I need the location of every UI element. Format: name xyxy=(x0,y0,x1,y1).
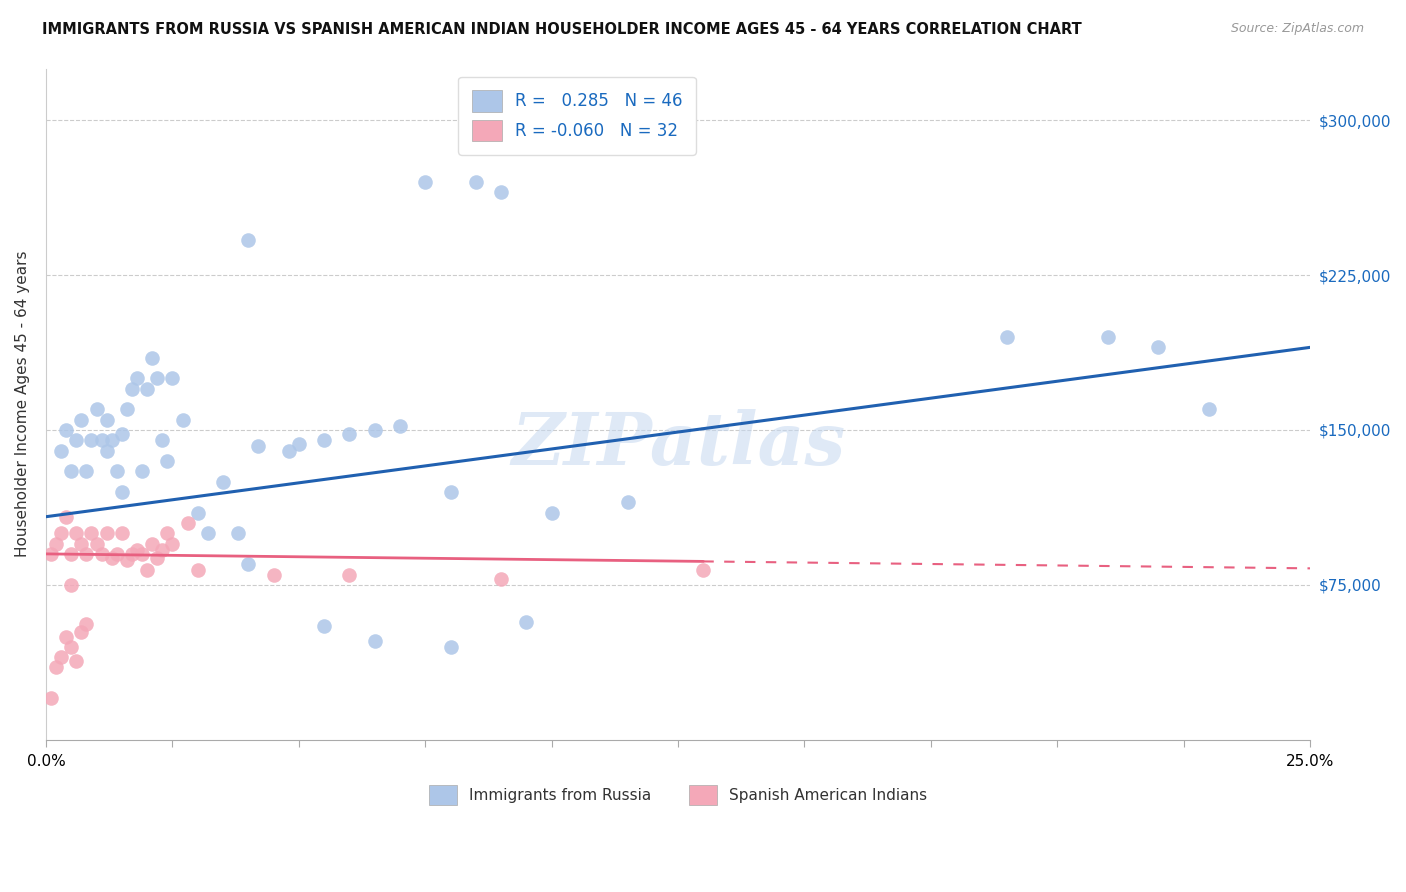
Point xyxy=(100,434,122,448)
Point xyxy=(100,551,122,566)
Point xyxy=(247,440,270,454)
Point xyxy=(125,371,148,385)
Point xyxy=(80,434,103,448)
Point xyxy=(187,563,209,577)
Point xyxy=(111,484,134,499)
Point xyxy=(96,412,118,426)
Point xyxy=(156,454,179,468)
Point xyxy=(55,630,77,644)
Point xyxy=(60,578,83,592)
Point xyxy=(172,412,194,426)
Point xyxy=(115,553,138,567)
Point xyxy=(277,443,299,458)
Point xyxy=(125,542,148,557)
Text: IMMIGRANTS FROM RUSSIA VS SPANISH AMERICAN INDIAN HOUSEHOLDER INCOME AGES 45 - 6: IMMIGRANTS FROM RUSSIA VS SPANISH AMERIC… xyxy=(42,22,1083,37)
Point xyxy=(439,640,461,654)
Point xyxy=(136,382,159,396)
Point xyxy=(65,526,87,541)
Point xyxy=(363,423,385,437)
Point xyxy=(263,567,285,582)
Point xyxy=(90,434,112,448)
Point xyxy=(96,443,118,458)
Point xyxy=(1147,340,1170,354)
Point xyxy=(115,402,138,417)
Point xyxy=(995,330,1018,344)
Point xyxy=(212,475,235,489)
Point xyxy=(197,526,219,541)
Point xyxy=(337,567,360,582)
Point xyxy=(105,547,128,561)
Point xyxy=(141,536,163,550)
Point xyxy=(111,427,134,442)
Point xyxy=(413,175,436,189)
Point xyxy=(75,464,97,478)
Point xyxy=(70,625,93,640)
Point xyxy=(238,558,260,572)
Point xyxy=(1198,402,1220,417)
Point xyxy=(464,175,486,189)
Point xyxy=(540,506,562,520)
Point xyxy=(39,691,62,706)
Point xyxy=(439,484,461,499)
Point xyxy=(111,526,134,541)
Point xyxy=(49,526,72,541)
Point xyxy=(141,351,163,365)
Point xyxy=(105,464,128,478)
Point xyxy=(238,233,260,247)
Y-axis label: Householder Income Ages 45 - 64 years: Householder Income Ages 45 - 64 years xyxy=(15,251,30,558)
Point xyxy=(162,371,184,385)
Point xyxy=(136,563,159,577)
Point xyxy=(146,551,169,566)
Point xyxy=(39,547,62,561)
Point xyxy=(226,526,249,541)
Point xyxy=(86,402,108,417)
Point xyxy=(146,371,169,385)
Point xyxy=(49,650,72,665)
Point xyxy=(45,536,67,550)
Legend: Immigrants from Russia, Spanish American Indians: Immigrants from Russia, Spanish American… xyxy=(422,778,935,813)
Point xyxy=(692,563,714,577)
Point xyxy=(96,526,118,541)
Text: Source: ZipAtlas.com: Source: ZipAtlas.com xyxy=(1230,22,1364,36)
Point xyxy=(489,186,512,200)
Point xyxy=(70,412,93,426)
Point xyxy=(45,660,67,674)
Point xyxy=(80,526,103,541)
Point xyxy=(388,418,411,433)
Point xyxy=(65,434,87,448)
Point xyxy=(49,443,72,458)
Point xyxy=(55,509,77,524)
Point xyxy=(314,619,336,633)
Point xyxy=(288,437,311,451)
Point xyxy=(86,536,108,550)
Point xyxy=(187,506,209,520)
Point xyxy=(131,464,153,478)
Text: ZIPatlas: ZIPatlas xyxy=(510,409,845,480)
Point xyxy=(515,615,537,629)
Point xyxy=(150,434,173,448)
Point xyxy=(156,526,179,541)
Point xyxy=(60,640,83,654)
Point xyxy=(162,536,184,550)
Point xyxy=(176,516,198,530)
Point xyxy=(121,382,143,396)
Point xyxy=(121,547,143,561)
Point xyxy=(337,427,360,442)
Point xyxy=(1097,330,1119,344)
Point xyxy=(150,542,173,557)
Point xyxy=(90,547,112,561)
Point xyxy=(55,423,77,437)
Point xyxy=(489,572,512,586)
Point xyxy=(70,536,93,550)
Point xyxy=(363,633,385,648)
Point xyxy=(65,654,87,668)
Point xyxy=(60,464,83,478)
Point xyxy=(60,547,83,561)
Point xyxy=(131,547,153,561)
Point xyxy=(75,617,97,632)
Point xyxy=(314,434,336,448)
Point xyxy=(616,495,638,509)
Point xyxy=(75,547,97,561)
